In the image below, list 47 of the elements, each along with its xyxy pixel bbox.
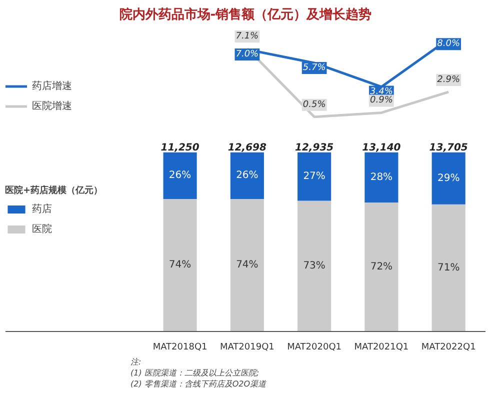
- data-label: 71%: [437, 262, 460, 274]
- data-label: 26%: [236, 170, 258, 182]
- data-label: 7.1%: [236, 31, 259, 42]
- data-label: 72%: [370, 262, 393, 273]
- bar: [298, 152, 332, 201]
- data-label: 73%: [303, 260, 326, 272]
- bar: [230, 152, 264, 199]
- data-label: 74%: [168, 260, 192, 271]
- bar: [163, 152, 197, 199]
- bar: [364, 152, 398, 203]
- annotation: 13,705: [429, 142, 468, 154]
- x-tick-label: MAT2018Q1: [152, 342, 208, 352]
- x-tick-label: MAT2019Q1: [220, 342, 274, 352]
- bar: [432, 204, 466, 332]
- data-label: 29%: [437, 172, 460, 184]
- legend-label: 医院增速: [32, 100, 72, 113]
- data-label: 5.7%: [302, 62, 326, 73]
- x-tick-label: MAT2021Q1: [354, 342, 409, 352]
- data-label: 74%: [236, 260, 258, 271]
- bar: [230, 198, 264, 332]
- annotation: 13,140: [362, 142, 401, 154]
- data-label: 0.5%: [302, 100, 326, 110]
- annotation: 12,935: [295, 142, 334, 154]
- data-label: 0.9%: [370, 96, 393, 106]
- data-label: 8.0%: [437, 39, 460, 50]
- bar: [298, 200, 332, 332]
- bar: [432, 152, 466, 204]
- data-label: 27%: [303, 171, 326, 182]
- legend-label: 药店增速: [32, 80, 72, 93]
- text: (1) 医院渠道：二级及以上公立医院;: [130, 368, 260, 378]
- x-tick-label: MAT2020Q1: [287, 342, 342, 352]
- text: (2) 零售渠道：含线下药店及O2O渠道: [130, 380, 268, 388]
- data-label: 26%: [168, 170, 192, 182]
- annotation: 12,698: [228, 142, 267, 154]
- data-label: 7.0%: [236, 50, 259, 60]
- data-label: 28%: [370, 172, 393, 183]
- data-label: 3.4%: [370, 86, 393, 97]
- annotation: 11,250: [160, 142, 200, 154]
- y-axis-title: 医院+药店规模（亿元）: [5, 184, 103, 197]
- data-label: 2.9%: [437, 74, 460, 85]
- text: 注:: [130, 358, 142, 366]
- chart-title: 院内外药品市场-销售额（亿元）及增长趋势: [119, 6, 372, 22]
- legend-label: 药店: [32, 202, 52, 216]
- bar: [364, 202, 398, 332]
- bar: [163, 198, 197, 332]
- x-tick-label: MAT2022Q1: [421, 342, 476, 352]
- legend-label: 医院: [32, 222, 52, 236]
